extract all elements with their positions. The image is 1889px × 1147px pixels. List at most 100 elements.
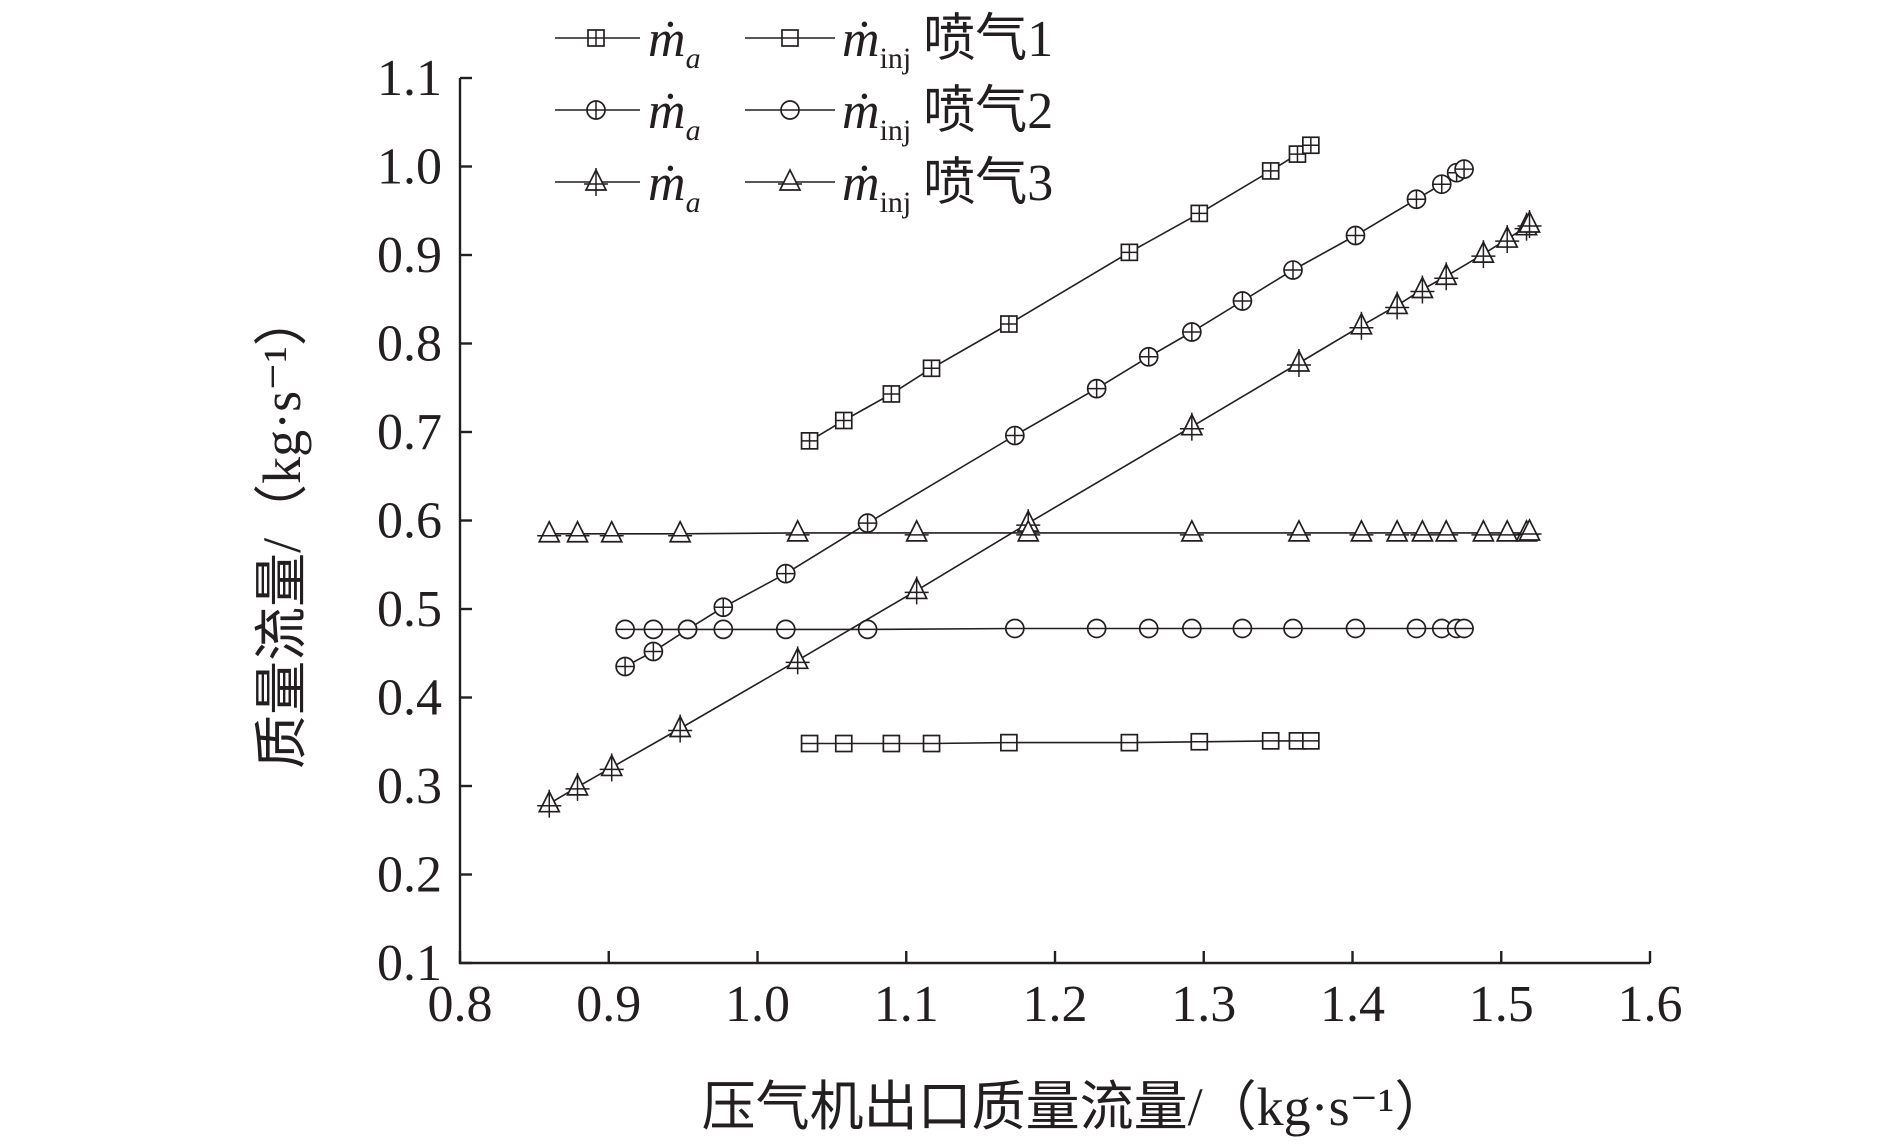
data-point <box>1349 311 1374 340</box>
data-point <box>643 641 664 662</box>
data-point <box>713 597 734 618</box>
legend-marker-circle-crossed <box>586 100 606 120</box>
data-point <box>800 432 819 450</box>
series-line <box>549 531 1530 535</box>
plot-area <box>537 136 1542 818</box>
data-point <box>904 518 929 542</box>
legend-label-minj: ṁinj 喷气3 <box>842 155 1053 219</box>
data-point <box>615 656 635 677</box>
data-point <box>537 789 562 818</box>
y-tick-label: 0.5 <box>377 581 442 638</box>
data-point <box>1179 518 1204 542</box>
x-tick-label: 1.1 <box>874 976 939 1033</box>
data-point <box>1345 618 1366 639</box>
data-point <box>1120 733 1139 752</box>
data-point <box>1232 618 1253 639</box>
data-point <box>775 619 796 640</box>
data-point <box>834 734 853 753</box>
data-point <box>1471 240 1496 269</box>
data-point <box>1000 733 1018 752</box>
data-point <box>1283 260 1303 280</box>
data-point <box>785 518 810 542</box>
data-point <box>785 646 810 675</box>
series-2 <box>800 732 1320 753</box>
data-point <box>857 619 878 640</box>
data-point <box>1120 243 1139 262</box>
series-line <box>625 627 1465 631</box>
series-1 <box>800 136 1320 450</box>
legend-label-minj: ṁinj 喷气1 <box>842 11 1053 75</box>
legend-marker-square <box>781 29 799 47</box>
legend-label-ma: ṁa <box>648 155 701 219</box>
data-point <box>882 734 901 753</box>
legend-row: ṁa ṁinj 喷气1 <box>555 11 1053 75</box>
data-point <box>1286 518 1311 542</box>
legend-label-minj: ṁinj 喷气2 <box>842 83 1053 147</box>
series-line <box>809 740 1311 745</box>
x-tick-label: 0.8 <box>428 976 493 1033</box>
legend: ṁa ṁinj 喷气1 ṁa ṁinj 喷气2 ṁa ṁinj 喷气3 <box>555 11 1053 219</box>
legend-row: ṁa ṁinj 喷气3 <box>555 155 1053 219</box>
series-6 <box>537 518 1542 543</box>
data-point <box>1495 518 1520 542</box>
data-point <box>1179 412 1204 441</box>
data-point <box>904 576 929 605</box>
data-point <box>1431 174 1452 195</box>
x-tick-label: 1.0 <box>725 976 790 1033</box>
data-point <box>1385 291 1410 320</box>
data-point <box>1406 189 1427 210</box>
axis-frame <box>458 78 1650 965</box>
data-point <box>1517 210 1542 239</box>
legend-marker-triangle-crossed <box>584 168 608 196</box>
data-point <box>1181 322 1202 342</box>
data-point <box>643 619 664 640</box>
data-point <box>1434 262 1459 291</box>
legend-marker-square-crossed <box>587 29 605 47</box>
series-4 <box>615 618 1474 640</box>
data-point <box>1138 618 1159 639</box>
y-tick-label: 0.4 <box>377 670 442 727</box>
data-point <box>713 619 734 640</box>
data-point <box>1454 159 1474 180</box>
y-tick-label: 0.3 <box>377 758 442 815</box>
data-point <box>1454 618 1474 639</box>
x-tick-label: 1.5 <box>1469 976 1534 1033</box>
data-point <box>1301 136 1320 155</box>
data-point <box>1434 518 1459 542</box>
data-point <box>1138 346 1159 367</box>
data-point <box>565 772 590 801</box>
data-point <box>599 753 624 782</box>
data-point <box>1232 291 1253 311</box>
data-point <box>1471 518 1496 542</box>
legend-marker-triangle <box>778 168 802 191</box>
data-point <box>668 519 693 543</box>
data-point <box>1283 618 1303 639</box>
data-point <box>1004 425 1025 446</box>
series-line <box>624 168 1465 668</box>
data-point <box>1301 732 1320 750</box>
legend-label-ma: ṁa <box>648 83 701 147</box>
data-point <box>922 734 941 753</box>
y-tick-label: 0.6 <box>377 493 442 550</box>
x-tick-label: 1.3 <box>1171 976 1236 1033</box>
x-tick-label: 1.4 <box>1320 976 1385 1033</box>
data-point <box>922 359 941 378</box>
data-point <box>599 519 624 543</box>
data-point <box>1286 348 1311 377</box>
y-tick-label: 0.9 <box>377 227 442 284</box>
data-point <box>775 563 796 584</box>
data-point <box>1004 618 1025 639</box>
data-point <box>1086 618 1107 639</box>
series-5 <box>537 210 1542 818</box>
data-point <box>1288 145 1307 163</box>
series-line <box>809 144 1312 442</box>
y-tick-label: 1.1 <box>377 50 442 107</box>
data-point <box>677 619 698 640</box>
y-tick-label: 0.8 <box>377 316 442 373</box>
data-point <box>1190 732 1209 751</box>
legend-marker-circle <box>780 100 800 120</box>
data-point <box>1261 732 1280 750</box>
data-point <box>834 411 853 430</box>
data-point <box>1349 518 1374 542</box>
